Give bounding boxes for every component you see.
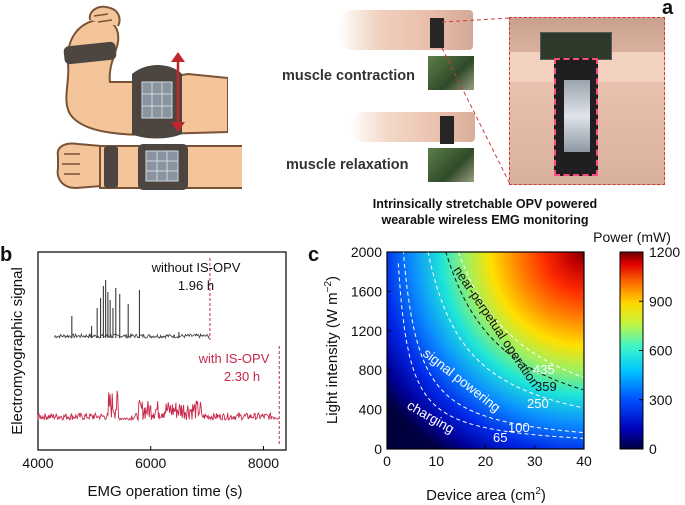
contour-label-359: 359 — [535, 379, 557, 394]
x-tick-label-b: 8000 — [248, 455, 279, 471]
zoomed-device-photo — [509, 17, 665, 185]
contour-label-250: 250 — [527, 396, 549, 411]
contour-label-65: 65 — [493, 430, 507, 445]
arm-relaxation-illustration — [56, 142, 242, 190]
contour-label-100: 100 — [508, 420, 530, 435]
xlabel-b: EMG operation time (s) — [87, 483, 242, 500]
x-tick-label-c: 40 — [576, 453, 592, 469]
x-tick-label-c: 0 — [383, 453, 391, 469]
trace-without-is-opv — [54, 280, 210, 340]
zoom-connector-lines — [441, 17, 511, 185]
panel-a-caption: Intrinsically stretchable OPV powered we… — [340, 196, 630, 228]
panel-a-letter: a — [662, 0, 674, 19]
label-muscle-relaxation: muscle relaxation — [286, 157, 409, 173]
colorbar-tick-label: 300 — [649, 392, 673, 408]
y-tick-label-c: 0 — [374, 441, 382, 457]
contour-435 — [457, 252, 584, 378]
label-with-is-opv: with IS-OPV — [198, 351, 270, 366]
photo-circuit-2 — [427, 147, 475, 183]
y-tick-label-c: 1600 — [351, 283, 382, 299]
arm-contraction-illustration — [63, 5, 228, 139]
colorbar-tick-label: 600 — [649, 343, 673, 359]
panel-b-letter: b — [0, 244, 13, 266]
trace-line-without — [54, 332, 210, 340]
x-axis-ticks-c: 0 10 20 30 40 — [383, 445, 592, 469]
y-tick-label-c: 800 — [359, 362, 383, 378]
trace-line-with — [37, 390, 280, 422]
xlabel-c: Device area (cm2) — [426, 486, 546, 504]
colorbar-title: Power (mW) — [593, 229, 671, 245]
colorbar-tick-label: 1200 — [649, 244, 680, 260]
photo-device-on-arm-2 — [440, 116, 454, 144]
colorbar-tick-label: 900 — [649, 293, 673, 309]
y-tick-label-c: 1200 — [351, 323, 382, 339]
y-tick-label-c: 2000 — [351, 244, 382, 260]
colorbar-tick-label: 0 — [649, 441, 657, 457]
contour-250 — [427, 252, 584, 409]
emg-signal-chart: without IS-OPV 1.96 h with IS-OPV 2.30 h… — [9, 251, 287, 500]
x-tick-label-b: 4000 — [22, 455, 53, 471]
duration-without: 1.96 h — [178, 278, 214, 293]
x-axis-ticks-b: 4000 6000 8000 — [22, 446, 279, 471]
power-heatmap-chart: near-perpetual operation signal powering… — [323, 229, 680, 504]
y-tick-label-c: 400 — [359, 402, 383, 418]
panel-c-letter: c — [308, 244, 320, 266]
plot-frame-b — [37, 251, 287, 451]
y-axis-ticks-c: 0 400 800 1200 1600 2000 — [351, 244, 391, 457]
contour-359 — [445, 252, 584, 391]
power-contours — [397, 252, 584, 439]
ylabel-b: Electromyographic signal — [9, 267, 26, 435]
x-tick-label-c: 30 — [527, 453, 543, 469]
duration-with: 2.30 h — [224, 369, 260, 384]
trace-with-is-opv — [37, 390, 280, 422]
photo-device-on-arm-1 — [430, 18, 444, 48]
photo-arm-relaxation — [350, 112, 475, 142]
photo-arm-contraction — [338, 10, 473, 50]
caption-line-2: wearable wireless EMG monitoring — [381, 213, 589, 227]
heatmap-field — [387, 252, 584, 449]
label-muscle-contraction: muscle contraction — [282, 68, 415, 84]
x-tick-label-c: 20 — [478, 453, 494, 469]
photo-circuit-1 — [427, 55, 475, 91]
ylabel-c: Light intensity (W m−2) — [323, 276, 341, 424]
colorbar-ticks: 0 300 600 900 1200 — [639, 244, 680, 457]
label-without-is-opv: without IS-OPV — [151, 260, 241, 275]
contour-65 — [397, 263, 584, 439]
x-tick-label-c: 10 — [428, 453, 444, 469]
caption-line-1: Intrinsically stretchable OPV powered — [372, 197, 598, 211]
contour-label-435: 435 — [533, 362, 555, 377]
contour-100 — [402, 252, 584, 433]
x-tick-label-b: 6000 — [135, 455, 166, 471]
